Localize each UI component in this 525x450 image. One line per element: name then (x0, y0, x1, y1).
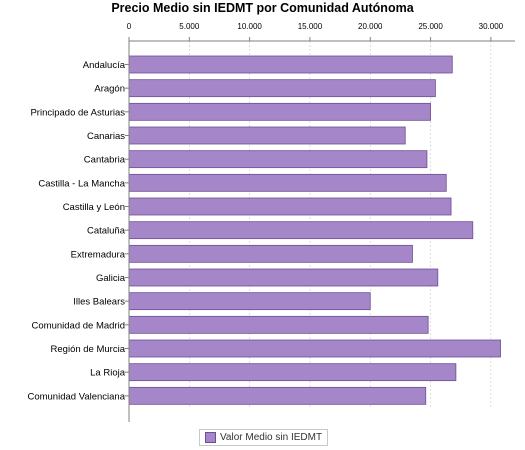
category-label: Castilla - La Mancha (38, 178, 125, 189)
bar (128, 363, 457, 382)
category-label: Comunidad Valenciana (27, 391, 125, 402)
bar (128, 244, 413, 263)
bar (128, 102, 431, 121)
category-label: Castilla y León (63, 202, 125, 213)
category-label: Principado de Asturias (30, 107, 125, 118)
x-tick-label: 20.000 (358, 22, 383, 31)
bar (128, 315, 429, 334)
bar (128, 126, 406, 145)
legend-swatch (205, 432, 216, 443)
bar (128, 197, 452, 216)
x-tick-label: 15.000 (298, 22, 323, 31)
bar (128, 268, 439, 287)
bar (128, 55, 453, 74)
legend: Valor Medio sin IEDMT (199, 429, 329, 446)
category-label: Galicia (96, 273, 126, 284)
bar (128, 173, 447, 192)
bar (128, 221, 474, 240)
bar (128, 339, 501, 358)
x-tick-label: 25.000 (418, 22, 443, 31)
labels: 0 5.000 10.000 15.000 20.000 25.000 30.000 Anda… (27, 22, 503, 402)
x-tick-label: 0 (127, 22, 132, 31)
category-label: Extremadura (71, 249, 126, 260)
category-label: Región de Murcia (51, 344, 126, 355)
category-label: La Rioja (90, 368, 126, 379)
category-label: Aragón (94, 84, 125, 95)
category-label: Illes Balears (73, 297, 125, 308)
category-label: Cataluña (87, 226, 126, 237)
bar (128, 79, 436, 98)
x-tick-label: 30.000 (479, 22, 504, 31)
category-label: Andalucía (83, 60, 126, 71)
bar (128, 150, 428, 169)
x-tick-label: 5.000 (179, 22, 200, 31)
x-tick-label: 10.000 (237, 22, 262, 31)
bar (128, 292, 371, 311)
chart-title: Precio Medio sin IEDMT por Comunidad Aut… (111, 1, 414, 15)
category-label: Cantabria (84, 155, 126, 166)
category-label: Canarias (87, 131, 125, 142)
category-label: Comunidad de Madrid (32, 320, 125, 331)
legend-label: Valor Medio sin IEDMT (220, 432, 323, 443)
axes (125, 37, 515, 422)
bars (128, 55, 501, 405)
bar (128, 386, 427, 405)
